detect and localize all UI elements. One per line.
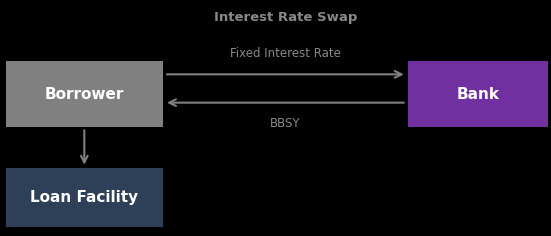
Text: Bank: Bank xyxy=(456,87,500,102)
Text: Loan Facility: Loan Facility xyxy=(30,190,138,205)
FancyBboxPatch shape xyxy=(6,61,163,127)
FancyBboxPatch shape xyxy=(408,61,548,127)
Text: BBSY: BBSY xyxy=(270,117,301,131)
Text: Borrower: Borrower xyxy=(44,87,124,102)
Text: Fixed Interest Rate: Fixed Interest Rate xyxy=(230,46,341,60)
Text: Interest Rate Swap: Interest Rate Swap xyxy=(214,11,357,24)
FancyBboxPatch shape xyxy=(6,168,163,227)
